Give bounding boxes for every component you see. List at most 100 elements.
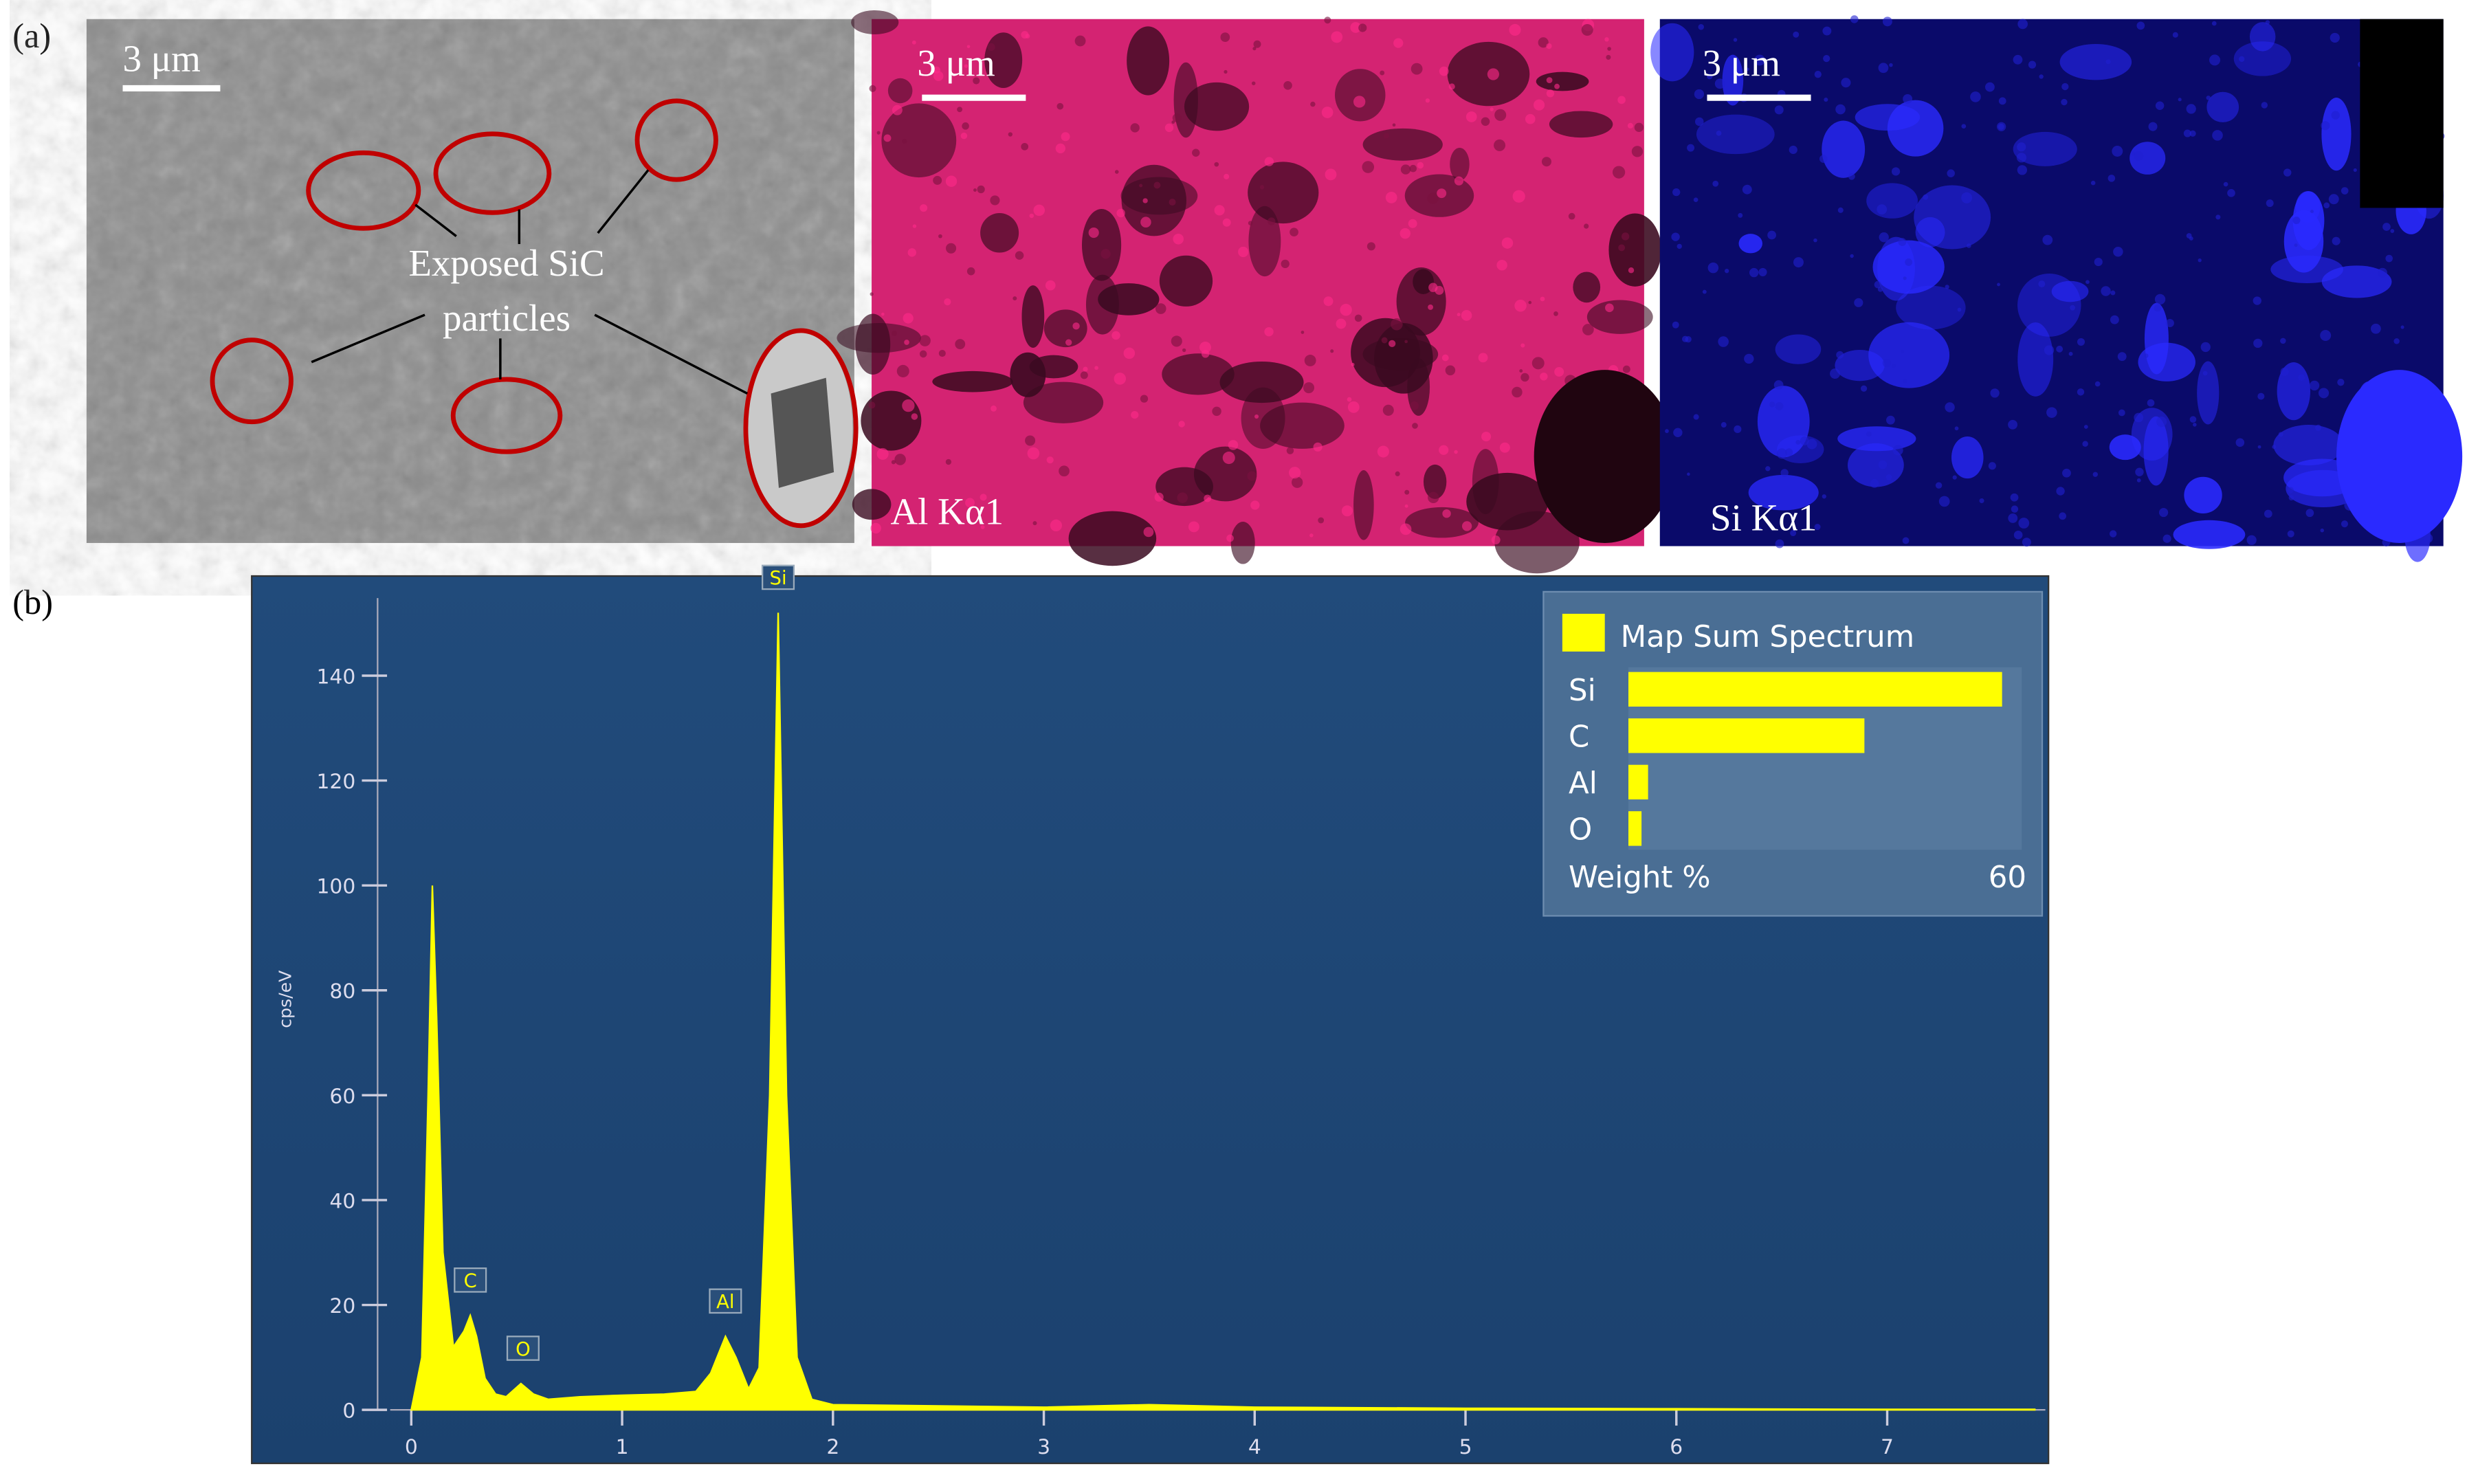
texture xyxy=(1822,120,1866,178)
bar xyxy=(1628,718,1865,753)
texture xyxy=(1466,472,1549,531)
texture xyxy=(2110,290,2116,296)
texture xyxy=(2257,445,2261,449)
texture xyxy=(1693,414,1699,420)
texture xyxy=(1744,353,1754,364)
texture xyxy=(2265,20,2270,25)
peak-label: C xyxy=(464,1271,477,1292)
texture xyxy=(1687,144,1695,152)
texture xyxy=(1264,326,1274,337)
texture xyxy=(1404,489,1410,495)
texture xyxy=(2173,520,2246,549)
texture xyxy=(2042,234,2053,245)
texture xyxy=(2017,19,2028,30)
texture xyxy=(1045,280,1056,291)
texture xyxy=(1154,492,1164,502)
peak-label: Al xyxy=(716,1292,734,1313)
texture xyxy=(891,460,896,465)
texture xyxy=(2022,538,2031,547)
texture xyxy=(2110,315,2119,324)
texture xyxy=(1793,257,1804,268)
texture xyxy=(1212,406,1221,417)
peak-tag xyxy=(709,1288,742,1314)
texture xyxy=(1008,132,1013,137)
texture xyxy=(1707,74,1713,80)
texture xyxy=(1860,385,1868,392)
texture xyxy=(1427,192,1439,204)
texture xyxy=(1903,379,1907,384)
texture xyxy=(2353,168,2357,173)
x-axis-label: Weight % xyxy=(1569,861,1711,895)
texture xyxy=(1289,467,1301,479)
texture xyxy=(1353,96,1366,108)
texture xyxy=(1428,304,1434,310)
texture xyxy=(2321,121,2330,131)
texture xyxy=(2183,129,2191,137)
texture xyxy=(2061,98,2068,106)
texture xyxy=(2200,342,2211,353)
texture xyxy=(1878,460,1888,469)
texture xyxy=(2077,388,2085,396)
texture xyxy=(1336,318,1347,329)
texture xyxy=(2013,54,2023,65)
texture xyxy=(980,494,987,501)
texture xyxy=(1553,311,1558,316)
texture xyxy=(1219,361,1304,403)
texture xyxy=(1033,204,1046,217)
x-tick-label: 2 xyxy=(826,1435,839,1459)
texture xyxy=(1951,436,1984,479)
texture xyxy=(911,413,918,420)
texture xyxy=(2382,223,2391,231)
texture xyxy=(1172,113,1182,122)
texture xyxy=(2178,98,2182,102)
texture xyxy=(960,132,968,140)
texture xyxy=(1898,238,1907,246)
texture xyxy=(2341,520,2348,528)
texture xyxy=(1721,422,1727,428)
y-tick-label: 0 xyxy=(342,1399,355,1424)
texture xyxy=(1877,287,1883,292)
texture xyxy=(973,77,980,85)
texture xyxy=(1404,504,1408,508)
texture xyxy=(2039,74,2044,79)
texture xyxy=(1461,310,1472,321)
texture xyxy=(1685,336,1692,343)
texture xyxy=(1947,169,1955,177)
texture xyxy=(1173,233,1184,245)
texture xyxy=(1900,349,1905,354)
texture xyxy=(1490,107,1494,111)
texture xyxy=(2423,533,2433,544)
texture xyxy=(2094,258,2103,267)
texture xyxy=(1855,104,1921,131)
texture xyxy=(1448,83,1455,90)
texture xyxy=(1241,387,1285,449)
texture xyxy=(1425,98,1430,103)
texture xyxy=(1055,143,1066,154)
texture xyxy=(1757,386,1810,458)
texture xyxy=(2257,392,2265,400)
texture xyxy=(1531,357,1545,370)
texture xyxy=(2321,98,2352,171)
texture xyxy=(852,489,892,520)
texture xyxy=(2336,370,2463,543)
texture xyxy=(2233,41,2292,76)
scale-bar-label: 3 μm xyxy=(1703,42,1780,84)
texture xyxy=(2094,381,2101,387)
texture xyxy=(1081,208,1122,281)
texture xyxy=(1188,521,1199,533)
leader-lines xyxy=(311,169,749,395)
texture xyxy=(2331,111,2340,120)
texture xyxy=(1204,494,1212,502)
texture xyxy=(1423,464,1447,499)
y-tick-label: 80 xyxy=(329,979,355,1004)
texture xyxy=(1250,500,1260,510)
texture xyxy=(1171,120,1175,124)
texture xyxy=(1549,111,1613,138)
texture xyxy=(2215,214,2221,220)
texture xyxy=(1952,475,1957,480)
texture xyxy=(1687,472,1690,476)
texture xyxy=(2390,229,2395,233)
texture xyxy=(1350,22,1362,33)
texture xyxy=(2223,181,2228,187)
texture xyxy=(1923,194,1929,200)
